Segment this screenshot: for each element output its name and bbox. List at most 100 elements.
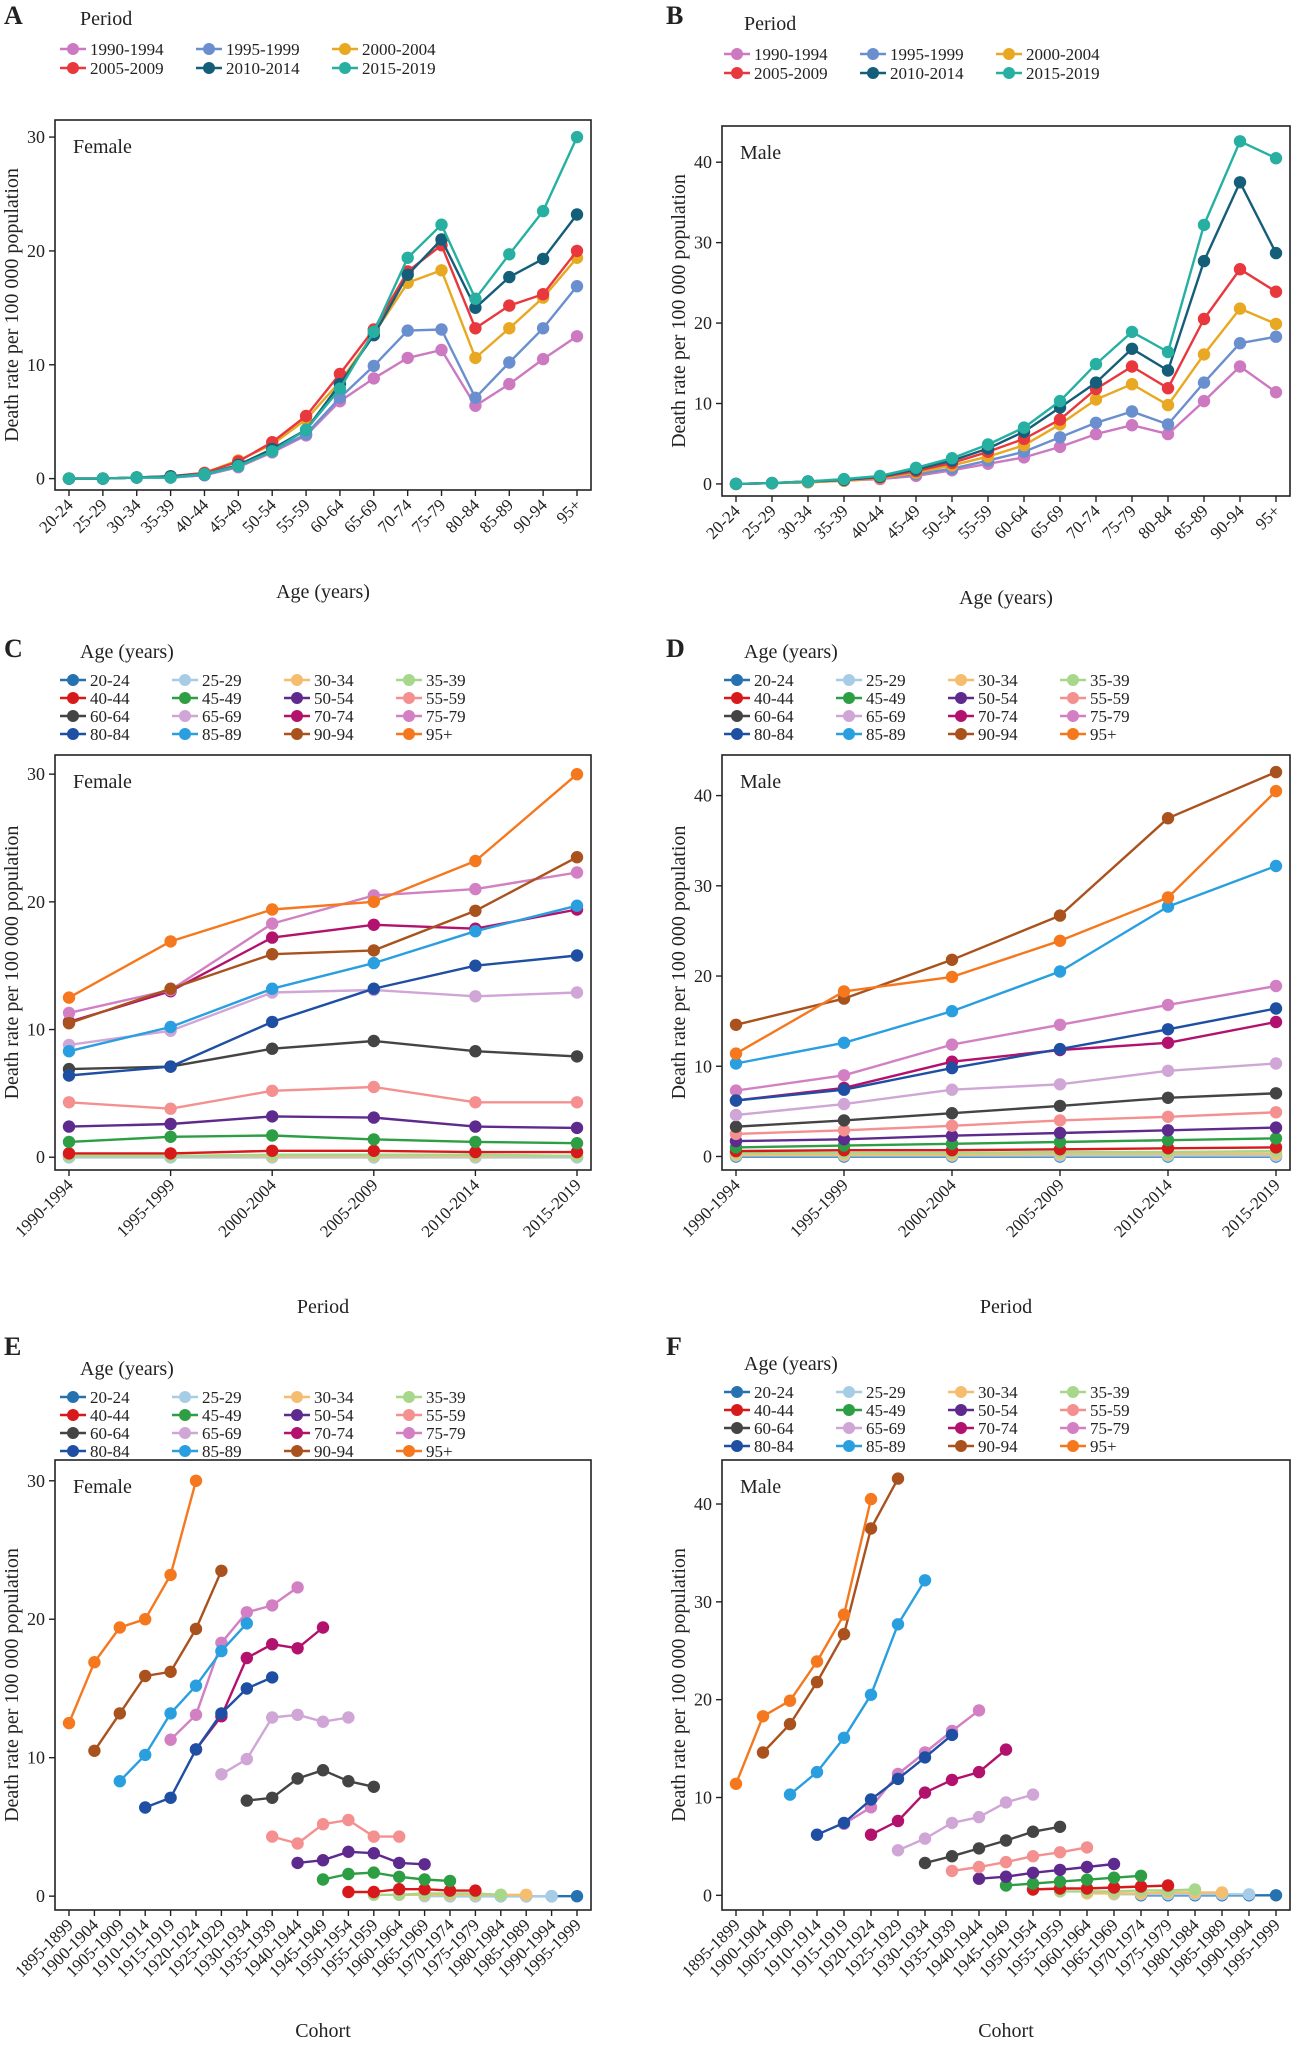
series-80-84 bbox=[139, 1671, 279, 1814]
legend-label: 20-24 bbox=[90, 1388, 130, 1407]
data-point bbox=[1233, 135, 1247, 148]
data-point bbox=[1233, 337, 1247, 350]
legend-label: 30-34 bbox=[978, 1383, 1018, 1402]
data-point bbox=[1269, 1002, 1283, 1015]
y-axis-title: Death rate per 100 000 population bbox=[668, 1548, 690, 1822]
series-95+ bbox=[62, 1474, 203, 1730]
legend-label: 40-44 bbox=[754, 1401, 794, 1420]
data-point bbox=[367, 895, 380, 908]
data-point bbox=[435, 264, 448, 277]
data-point bbox=[240, 1794, 253, 1807]
data-point bbox=[729, 1084, 743, 1097]
legend-label: 2000-2004 bbox=[362, 40, 436, 59]
data-point bbox=[1089, 357, 1103, 371]
data-point bbox=[443, 1874, 457, 1888]
data-point bbox=[1197, 376, 1211, 389]
data-point bbox=[837, 1816, 851, 1830]
legend-swatch-dot bbox=[843, 692, 855, 704]
y-tick-label: 30 bbox=[694, 876, 712, 896]
y-tick-label: 20 bbox=[27, 892, 45, 912]
legend-item: 25-29 bbox=[172, 1388, 242, 1407]
legend-swatch-dot bbox=[179, 692, 191, 704]
data-point bbox=[756, 1746, 770, 1759]
legend-label: 95+ bbox=[1090, 1437, 1117, 1456]
data-point bbox=[291, 1708, 304, 1722]
legend-item: 30-34 bbox=[948, 671, 1018, 690]
data-point bbox=[164, 1117, 177, 1131]
y-tick-label: 0 bbox=[703, 1146, 712, 1166]
legend-item: 50-54 bbox=[948, 1401, 1018, 1420]
data-point bbox=[999, 1834, 1013, 1847]
legend-label: 25-29 bbox=[202, 1388, 242, 1407]
data-point bbox=[469, 925, 482, 938]
data-point bbox=[316, 1818, 330, 1831]
legend-label: 1995-1999 bbox=[226, 40, 300, 59]
legend-label: 85-89 bbox=[202, 725, 242, 744]
legend-item: 35-39 bbox=[1060, 671, 1130, 690]
legend-label: 60-64 bbox=[90, 707, 130, 726]
data-point bbox=[215, 1644, 228, 1658]
data-point bbox=[1080, 1860, 1094, 1874]
data-point bbox=[113, 1775, 127, 1788]
data-point bbox=[1269, 1106, 1283, 1119]
data-point bbox=[232, 459, 245, 473]
data-point bbox=[62, 991, 76, 1004]
series-line bbox=[735, 1111, 1277, 1136]
data-point bbox=[945, 1864, 959, 1878]
data-point bbox=[891, 1814, 905, 1828]
data-point bbox=[189, 1474, 203, 1488]
y-tick-label: 30 bbox=[694, 1592, 712, 1612]
legend-swatch-dot bbox=[403, 1427, 415, 1439]
data-point bbox=[1188, 1883, 1202, 1896]
data-point bbox=[1269, 1087, 1283, 1100]
data-point bbox=[783, 1788, 797, 1801]
legend-label: 65-69 bbox=[866, 1419, 906, 1438]
y-tick-label: 20 bbox=[27, 241, 45, 261]
data-point bbox=[189, 1743, 203, 1756]
legend-item: 1995-1999 bbox=[860, 45, 964, 64]
data-point bbox=[570, 280, 584, 293]
data-point bbox=[367, 956, 380, 970]
data-point bbox=[1089, 393, 1103, 406]
series-line bbox=[736, 1152, 1276, 1156]
data-point bbox=[520, 1888, 533, 1902]
data-point bbox=[435, 233, 448, 246]
legend-label: 50-54 bbox=[978, 689, 1018, 708]
data-point bbox=[945, 1005, 959, 1018]
data-point bbox=[972, 1810, 986, 1824]
data-point bbox=[342, 1845, 355, 1859]
data-point bbox=[1161, 398, 1175, 412]
data-point bbox=[1053, 431, 1067, 444]
legend-item: 75-79 bbox=[1060, 1419, 1130, 1438]
panel-letter: B bbox=[666, 1, 683, 30]
data-point bbox=[729, 477, 743, 491]
data-point bbox=[164, 1665, 177, 1679]
data-point bbox=[1107, 1857, 1121, 1871]
series-line bbox=[69, 1153, 578, 1158]
legend-item: 65-69 bbox=[836, 1419, 906, 1438]
data-point bbox=[837, 1627, 851, 1641]
data-point bbox=[1161, 891, 1175, 904]
legend-item: 25-29 bbox=[836, 671, 906, 690]
data-point bbox=[945, 1773, 959, 1787]
data-point bbox=[891, 1844, 905, 1857]
legend-item: 70-74 bbox=[948, 1419, 1018, 1438]
legend-label: 90-94 bbox=[314, 1442, 354, 1461]
data-point bbox=[1017, 421, 1031, 434]
legend-swatch-dot bbox=[731, 67, 743, 79]
series-95+ bbox=[729, 1492, 878, 1791]
data-point bbox=[1053, 1126, 1067, 1140]
data-point bbox=[266, 931, 279, 944]
legend-item: 95+ bbox=[396, 1442, 453, 1461]
data-point bbox=[469, 882, 482, 896]
x-axis-title: Cohort bbox=[295, 2020, 351, 2042]
legend-item: 90-94 bbox=[948, 1437, 1018, 1456]
legend-label: 85-89 bbox=[866, 725, 906, 744]
legend-label: 55-59 bbox=[1090, 1401, 1130, 1420]
legend-label: 35-39 bbox=[1090, 1383, 1130, 1402]
data-point bbox=[570, 130, 584, 144]
legend-item: 35-39 bbox=[396, 1388, 466, 1407]
data-point bbox=[536, 204, 550, 218]
data-point bbox=[240, 1682, 253, 1695]
